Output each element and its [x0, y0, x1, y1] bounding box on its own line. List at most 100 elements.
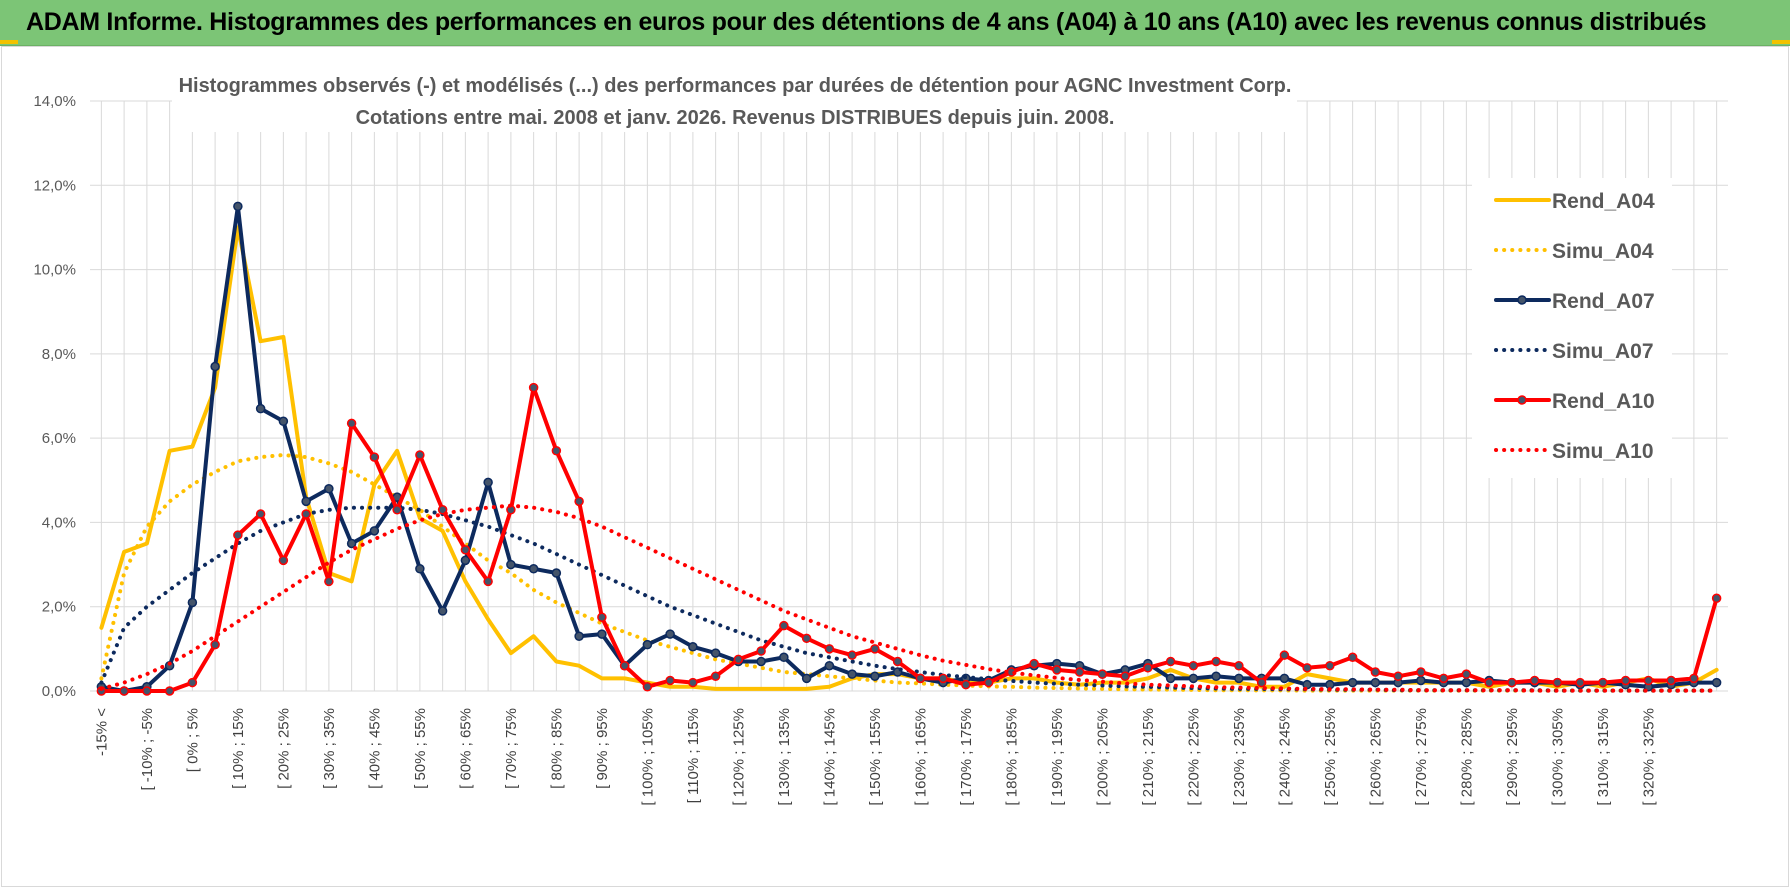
- data-point-rend-a10: [1052, 665, 1062, 675]
- data-point-rend-a07: [779, 652, 789, 663]
- data-point-rend-a10: [1347, 652, 1358, 663]
- data-point-rend-a10: [847, 650, 857, 660]
- x-axis-ticks: -15% < [ -10% ; -5% [ 0% ; 5% [ 10% ; 15% [ …: [93, 708, 1657, 806]
- x-tick-label: [ 180% ; 185%: [1003, 708, 1020, 806]
- data-point-rend-a10: [324, 576, 334, 587]
- data-point-rend-a10: [574, 496, 584, 507]
- chart-title-line1: Histogrammes observés (-) et modélisés (…: [179, 75, 1292, 97]
- data-point-rend-a10: [1438, 673, 1449, 684]
- data-point-rend-a10: [1188, 660, 1199, 671]
- data-point-rend-a07: [187, 597, 198, 608]
- y-tick-label: 12,0%: [33, 177, 76, 194]
- data-point-rend-a10: [983, 677, 994, 688]
- series-line-simu-a07: [99, 505, 1719, 693]
- data-point-rend-a10: [801, 633, 812, 644]
- series-line-simu-a10: [99, 503, 1719, 693]
- data-point-rend-a10: [733, 654, 744, 665]
- data-point-rend-a07: [824, 660, 835, 671]
- y-tick-label: 10,0%: [33, 262, 76, 279]
- legend-marker-rend-a07: [1517, 295, 1527, 305]
- data-point-rend-a07: [437, 606, 448, 616]
- data-point-rend-a07: [1211, 671, 1221, 681]
- y-tick-label: 2,0%: [42, 599, 76, 616]
- data-point-rend-a10: [892, 656, 903, 667]
- data-point-rend-a10: [779, 620, 789, 631]
- data-point-rend-a07: [756, 656, 766, 667]
- data-point-rend-a10: [665, 675, 675, 686]
- data-point-rend-a10: [938, 673, 948, 684]
- data-point-rend-a07: [415, 564, 425, 574]
- data-point-rend-a07: [460, 555, 471, 566]
- data-point-rend-a10: [870, 644, 880, 654]
- data-point-rend-a07: [1234, 673, 1244, 684]
- data-point-rend-a10: [1575, 677, 1585, 688]
- y-tick-label: 14,0%: [33, 93, 76, 110]
- x-tick-label: [ 290% ; 295%: [1504, 708, 1521, 806]
- chart-frame: [1, 46, 1789, 887]
- x-tick-label: [ 20% ; 25%: [275, 708, 292, 789]
- x-tick-label: [ 210% ; 215%: [1140, 708, 1157, 806]
- report-banner: ADAM Informe. Histogrammes des performan…: [0, 0, 1790, 46]
- x-tick-label: [ 150% ; 155%: [867, 708, 884, 806]
- data-point-rend-a10: [1598, 677, 1608, 688]
- data-point-rend-a10: [1234, 660, 1244, 671]
- data-point-rend-a07: [210, 361, 220, 372]
- x-tick-label: [ 300% ; 305%: [1549, 708, 1566, 806]
- legend-label-rend-a10: Rend_A10: [1552, 390, 1655, 413]
- data-point-rend-a10: [756, 646, 766, 656]
- data-point-rend-a10: [597, 612, 607, 622]
- data-point-rend-a10: [1507, 677, 1517, 688]
- data-point-rend-a07: [1416, 675, 1426, 686]
- legend-marker-rend-a10: [1517, 395, 1527, 405]
- data-point-rend-a07: [483, 477, 493, 488]
- x-tick-label: [ 120% ; 125%: [730, 708, 747, 806]
- data-point-rend-a07: [551, 568, 562, 578]
- data-point-rend-a07: [301, 496, 311, 507]
- data-point-rend-a07: [574, 631, 584, 641]
- data-point-rend-a10: [392, 505, 402, 515]
- y-tick-label: 8,0%: [42, 346, 76, 363]
- x-tick-label: [ 260% ; 265%: [1367, 708, 1384, 806]
- data-point-rend-a10: [551, 446, 562, 456]
- data-point-rend-a10: [1666, 675, 1676, 686]
- x-tick-label: [ 160% ; 165%: [912, 708, 929, 806]
- data-point-rend-a07: [1279, 673, 1290, 684]
- x-tick-label: [ 80% ; 85%: [548, 708, 565, 789]
- data-point-rend-a10: [1620, 675, 1631, 686]
- legend-label-simu-a07: Simu_A07: [1552, 340, 1654, 363]
- chart-title-background: [172, 68, 1297, 132]
- data-point-rend-a10: [824, 644, 835, 654]
- data-point-rend-a07: [1461, 677, 1472, 688]
- data-point-rend-a07: [597, 629, 607, 639]
- data-point-rend-a10: [619, 660, 630, 671]
- data-point-rend-a07: [233, 201, 243, 212]
- series-group: [96, 201, 1722, 696]
- data-point-rend-a10: [1143, 663, 1153, 673]
- data-point-rend-a10: [346, 418, 357, 429]
- x-tick-label: [ 140% ; 145%: [821, 708, 838, 806]
- data-point-rend-a10: [278, 555, 289, 566]
- data-point-rend-a10: [1029, 658, 1039, 669]
- data-point-rend-a10: [1120, 671, 1130, 681]
- legend-label-simu-a04: Simu_A04: [1552, 240, 1654, 263]
- data-point-rend-a10: [1325, 660, 1335, 671]
- data-point-rend-a10: [460, 545, 471, 555]
- data-point-rend-a10: [187, 677, 198, 688]
- x-tick-label: [ 170% ; 175%: [958, 708, 975, 806]
- data-point-rend-a10: [1256, 677, 1267, 688]
- legend-label-rend-a04: Rend_A04: [1552, 190, 1655, 213]
- x-tick-label: [ 70% ; 75%: [503, 708, 520, 789]
- data-point-rend-a07: [346, 538, 357, 549]
- data-point-rend-a10: [483, 576, 493, 587]
- legend-background: [1472, 178, 1672, 478]
- x-tick-label: [ 10% ; 15%: [230, 708, 247, 789]
- data-point-rend-a10: [1074, 667, 1085, 677]
- data-point-rend-a10: [1302, 663, 1312, 673]
- data-point-rend-a07: [528, 564, 539, 574]
- data-point-rend-a10: [415, 450, 425, 460]
- x-tick-label: [ -10% ; -5%: [139, 708, 156, 791]
- data-point-rend-a07: [847, 669, 857, 679]
- data-point-rend-a10: [642, 682, 653, 692]
- data-point-rend-a10: [1461, 669, 1472, 679]
